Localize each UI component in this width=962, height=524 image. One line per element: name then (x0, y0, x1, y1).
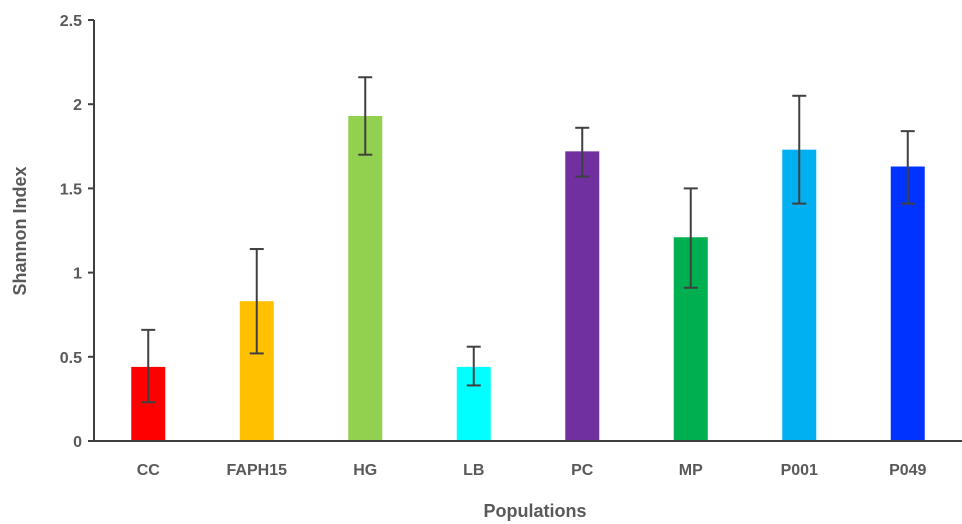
x-category-label: P001 (781, 462, 818, 479)
x-category-label: P049 (889, 462, 926, 479)
x-category-label: MP (679, 462, 703, 479)
error-bar-p049 (900, 130, 915, 205)
error-bars-group (141, 76, 915, 404)
error-bar-hg (358, 76, 373, 156)
y-tick-label: 1.5 (60, 181, 82, 198)
bar-hg (348, 115, 383, 441)
bar-p049 (890, 166, 925, 441)
x-category-label: HG (353, 462, 377, 479)
x-axis-title: Populations (484, 501, 587, 521)
error-bar-pc (575, 126, 590, 178)
x-axis-categories: CC FAPH15 HG LB PC MP P001 P049 (137, 462, 927, 479)
x-category-label: LB (463, 462, 484, 479)
y-tick-label: 0 (73, 434, 82, 451)
error-bar-cc (141, 328, 156, 404)
x-category-label: CC (137, 462, 161, 479)
x-category-label: FAPH15 (227, 462, 288, 479)
bars-group (131, 115, 925, 442)
error-bar-mp (683, 187, 698, 289)
y-tick-label: 0.5 (60, 350, 82, 367)
y-tick-label: 1 (73, 266, 82, 283)
y-axis-title: Shannon Index (10, 166, 30, 295)
bar-pc (565, 151, 600, 442)
error-bar-lb (466, 345, 481, 387)
y-tick-label: 2 (73, 97, 82, 114)
y-tick-label: 2.5 (60, 13, 82, 30)
error-bar-p001 (792, 94, 807, 205)
error-bar-faph15 (249, 248, 264, 355)
x-category-label: PC (571, 462, 594, 479)
y-axis-ticks: 0 0.5 1 1.5 2 2.5 (60, 13, 94, 451)
